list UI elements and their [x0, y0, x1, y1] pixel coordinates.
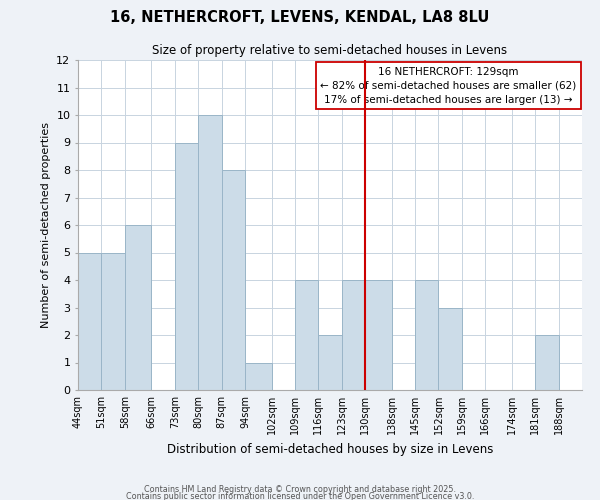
Bar: [341, 280, 365, 390]
Bar: [101, 252, 125, 390]
Bar: [295, 280, 319, 390]
Y-axis label: Number of semi-detached properties: Number of semi-detached properties: [41, 122, 50, 328]
Bar: [78, 252, 101, 390]
X-axis label: Distribution of semi-detached houses by size in Levens: Distribution of semi-detached houses by …: [167, 442, 493, 456]
Bar: [198, 115, 221, 390]
Bar: [319, 335, 341, 390]
Text: 16, NETHERCROFT, LEVENS, KENDAL, LA8 8LU: 16, NETHERCROFT, LEVENS, KENDAL, LA8 8LU: [110, 10, 490, 25]
Bar: [415, 280, 439, 390]
Text: Contains public sector information licensed under the Open Government Licence v3: Contains public sector information licen…: [126, 492, 474, 500]
Text: Contains HM Land Registry data © Crown copyright and database right 2025.: Contains HM Land Registry data © Crown c…: [144, 486, 456, 494]
Bar: [221, 170, 245, 390]
Bar: [125, 225, 151, 390]
Bar: [175, 142, 198, 390]
Title: Size of property relative to semi-detached houses in Levens: Size of property relative to semi-detach…: [152, 44, 508, 58]
Bar: [365, 280, 392, 390]
Bar: [439, 308, 462, 390]
Text: 16 NETHERCROFT: 129sqm
← 82% of semi-detached houses are smaller (62)
17% of sem: 16 NETHERCROFT: 129sqm ← 82% of semi-det…: [320, 66, 577, 104]
Bar: [535, 335, 559, 390]
Bar: [245, 362, 272, 390]
